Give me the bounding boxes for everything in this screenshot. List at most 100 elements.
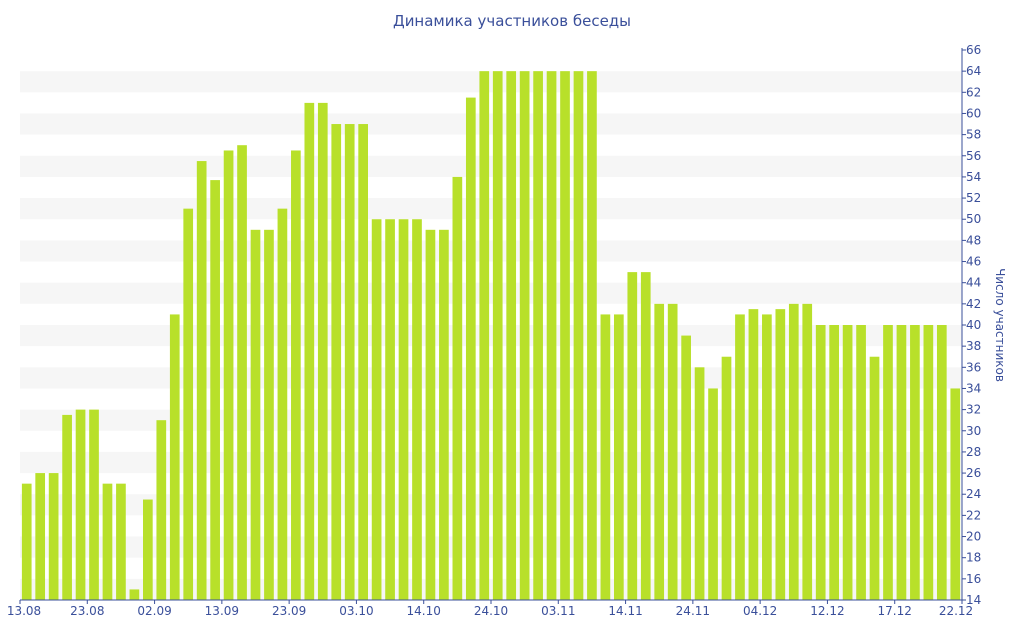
bar <box>883 325 893 600</box>
y-tick-label: 26 <box>966 466 981 480</box>
grid-band <box>20 240 962 262</box>
bar <box>762 314 772 600</box>
x-tick-label: 12.12 <box>810 604 844 618</box>
bar <box>506 71 517 600</box>
bar <box>533 71 543 600</box>
bar <box>950 388 961 600</box>
bar <box>492 71 503 600</box>
y-tick-label: 48 <box>966 233 981 247</box>
x-tick-label: 13.08 <box>7 604 41 618</box>
bar <box>587 71 597 600</box>
bar <box>344 124 355 601</box>
grid-band <box>20 282 962 304</box>
bar <box>613 314 624 600</box>
bar <box>936 325 947 600</box>
x-tick-label: 14.11 <box>608 604 642 618</box>
x-tick-label: 17.12 <box>878 604 912 618</box>
y-tick-label: 58 <box>966 128 981 142</box>
grid-band <box>20 155 962 177</box>
bar <box>573 71 584 600</box>
y-tick-label: 18 <box>966 551 981 565</box>
y-tick-label: 62 <box>966 85 981 99</box>
bar <box>412 219 422 600</box>
bar <box>735 314 745 600</box>
bar <box>183 208 194 600</box>
y-tick-label: 16 <box>966 572 981 586</box>
x-tick-label: 23.09 <box>272 604 306 618</box>
bar <box>802 303 813 600</box>
x-tick-label: 02.09 <box>137 604 171 618</box>
bars <box>21 71 961 601</box>
bar <box>291 150 301 600</box>
y-tick-label: 28 <box>966 445 981 459</box>
bar <box>560 71 570 600</box>
bar <box>169 314 180 600</box>
bar <box>694 367 705 600</box>
y-tick-label: 38 <box>966 339 981 353</box>
bar <box>748 309 759 600</box>
y-tick-label: 20 <box>966 530 981 544</box>
bar <box>829 325 840 600</box>
bar <box>519 71 530 600</box>
y-tick-label: 50 <box>966 212 981 226</box>
y-tick-label: 54 <box>966 170 981 184</box>
y-tick-label: 66 <box>966 43 981 57</box>
bar <box>35 473 46 600</box>
bar <box>667 303 678 600</box>
bar <box>600 314 611 600</box>
bar <box>654 303 665 600</box>
x-tick-label: 03.11 <box>541 604 575 618</box>
bar <box>237 145 247 600</box>
bar <box>358 124 369 601</box>
bar <box>640 272 651 600</box>
y-tick-label: 30 <box>966 424 981 438</box>
bar <box>910 325 920 600</box>
bar <box>425 229 436 601</box>
y-tick-label: 42 <box>966 297 981 311</box>
bar <box>331 124 342 601</box>
y-tick-label: 40 <box>966 318 981 332</box>
bar <box>62 414 72 600</box>
y-tick-label: 64 <box>966 64 981 78</box>
y-axis: 14 16 18 20 22 24 26 28 30 32 34 36 38 40 42 44 46 48 50 52… <box>961 43 981 607</box>
x-axis: 13.08 23.08 02.09 13.09 23.09 03.10 14.10 24.10… <box>7 599 973 618</box>
x-tick-label: 23.08 <box>70 604 104 618</box>
bar <box>627 272 638 600</box>
y-axis-label: Число участников <box>993 268 1007 382</box>
bar <box>196 161 207 601</box>
bar <box>277 208 288 600</box>
y-tick-label: 24 <box>966 487 981 501</box>
x-tick-label: 14.10 <box>407 604 441 618</box>
bar <box>156 420 167 600</box>
y-tick-label: 56 <box>966 149 981 163</box>
y-tick-label: 60 <box>966 106 981 120</box>
bar <box>21 483 32 600</box>
bar <box>116 483 126 600</box>
grid-band <box>20 71 962 93</box>
bar <box>48 473 59 600</box>
bar <box>89 409 99 600</box>
bar <box>479 71 490 600</box>
bar <box>264 229 274 601</box>
x-tick-label: 04.12 <box>743 604 777 618</box>
y-tick-label: 36 <box>966 360 981 374</box>
bar <box>317 102 328 600</box>
bar <box>721 356 732 600</box>
x-tick-label: 13.09 <box>205 604 239 618</box>
y-tick-label: 52 <box>966 191 981 205</box>
bar <box>815 325 826 600</box>
x-tick-label: 03.10 <box>339 604 373 618</box>
y-tick-label: 34 <box>966 381 981 395</box>
bar <box>869 356 880 600</box>
grid-band <box>20 198 962 220</box>
bar <box>439 229 449 601</box>
bar <box>398 219 409 600</box>
bar <box>842 325 853 600</box>
bar <box>129 589 140 600</box>
bar <box>250 229 261 601</box>
bar <box>75 409 86 600</box>
bar <box>856 325 866 600</box>
bar <box>788 303 799 600</box>
